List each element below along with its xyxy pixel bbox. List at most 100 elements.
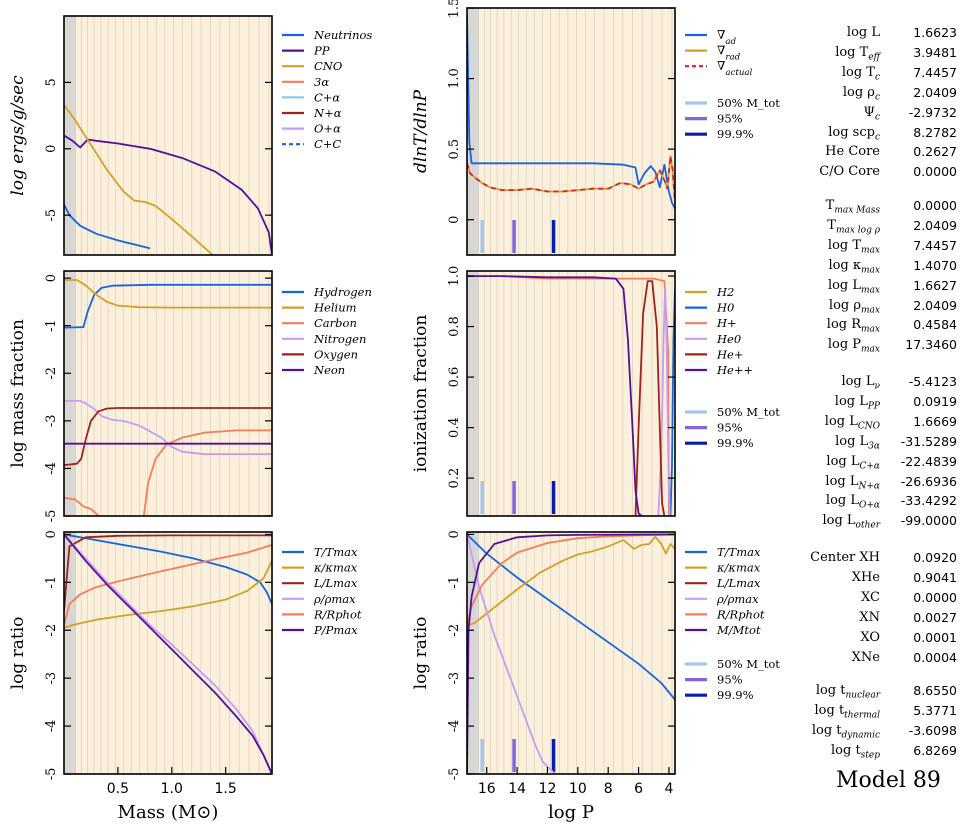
stat-label: Ψc: [863, 104, 880, 123]
mass-marker-label: 99.9%: [717, 127, 754, 141]
stat-row: C/O Core 0.0000: [0, 162, 963, 182]
stat-value: 6.8269: [913, 742, 957, 758]
legend-label: P/Pmax: [313, 623, 358, 637]
y-tick-label: -2: [447, 624, 462, 637]
y-tick-label: -3: [44, 672, 59, 685]
stat-value: 1.6627: [913, 277, 957, 293]
stat-label: log tdynamic: [811, 722, 880, 741]
x-tick-label: 8: [604, 781, 613, 797]
stat-value: -5.4123: [908, 374, 957, 389]
x-tick-label: 14: [508, 781, 526, 797]
y-axis-label: log ergs/g/sec: [8, 75, 28, 196]
legend-label: He++: [716, 363, 753, 377]
x-tick-label: 16: [478, 781, 496, 797]
legend-label: Neon: [313, 363, 345, 377]
stat-value: 0.0920: [913, 550, 957, 565]
series-line-3: [64, 533, 272, 774]
panel-abund: -5 -4 -3 -2 -1 0 log mass fraction Hydrogen Heli…: [8, 270, 372, 523]
legend-label: Neutrinos: [313, 28, 372, 42]
stat-row: Tmax Mass 0.0000: [0, 196, 963, 216]
legend-label: N+α: [313, 106, 342, 120]
legend-label: H2: [716, 285, 734, 299]
legend-label: L/Lmax: [716, 576, 761, 590]
stat-label: log ρmax: [828, 297, 880, 316]
plot-frame: [466, 531, 676, 775]
y-tick-label: 5: [44, 78, 59, 86]
series-line-5: [64, 533, 272, 774]
stat-label: log Lmax: [827, 277, 880, 296]
series-line-4: [64, 407, 272, 466]
stat-label: XO: [860, 629, 880, 645]
stat-row: log LO+α -33.4292: [0, 491, 963, 511]
mass-marker-label: 50% M_tot: [717, 657, 780, 671]
plot-background: [467, 8, 675, 255]
series-group: [467, 15, 675, 209]
y-axis-label: log ratio: [8, 617, 28, 690]
series-line-5: [467, 275, 643, 516]
legend-label: ρ/ρmax: [313, 592, 356, 606]
stat-value: 8.6550: [913, 683, 957, 698]
stat-value: -3.6098: [908, 722, 957, 738]
stat-value: -26.6936: [900, 473, 957, 489]
stat-row: log Lmax 1.6627: [0, 276, 963, 296]
y-tick-label: 1.5: [447, 0, 462, 18]
legend-label: ∇ad: [717, 28, 737, 47]
stat-label: log LC+α: [826, 453, 880, 472]
mass-marker-label: 95%: [717, 112, 743, 126]
stat-label: log Tmax: [827, 237, 880, 256]
y-axis-label: log mass fraction: [8, 319, 28, 468]
stat-row: XO 0.0001: [0, 628, 963, 648]
series-line-1: [64, 560, 272, 629]
plot-frame: [63, 15, 273, 256]
stat-value: 0.0000: [913, 164, 957, 180]
stat-row: log LCNO 1.6669: [0, 412, 963, 432]
stat-label: log tnuclear: [815, 683, 880, 701]
y-tick-label: -1: [44, 576, 59, 589]
model-label: Model 89: [836, 768, 941, 793]
y-tick-label: -5: [44, 510, 59, 523]
series-group: [64, 533, 272, 774]
y-tick-label: -3: [447, 672, 462, 685]
stat-row: log Lν -5.4123: [0, 372, 963, 392]
legend-label: 3α: [314, 75, 329, 89]
stat-row: log Pmax 17.3460: [0, 335, 963, 355]
series-line-1: [64, 134, 272, 255]
stat-label: log Lother: [822, 513, 880, 531]
mass-marker-label: 50% M_tot: [717, 405, 780, 419]
stat-label: log κmax: [828, 257, 880, 276]
stat-value: 7.4457: [913, 64, 957, 80]
series-line-3: [467, 534, 556, 774]
y-tick-label: 1.0: [447, 266, 462, 287]
stat-value: 2.0409: [913, 84, 957, 100]
stat-value: 3.9481: [913, 44, 957, 60]
y-axis-label: ionization fraction: [411, 315, 431, 473]
stat-row: XHe 0.9041: [0, 568, 963, 588]
stat-value: -33.4292: [900, 493, 957, 509]
y-axis-label: log ratio: [411, 617, 431, 690]
stat-label: log Rmax: [826, 317, 880, 335]
stat-value: 0.4584: [913, 317, 957, 333]
y-tick-label: -5: [44, 209, 59, 222]
panel-grad: 0 0.5 1.0 1.5 dlnT/dlnP ∇ad∇rad∇actual 50% M_t…: [411, 0, 780, 256]
legend-label: Carbon: [314, 316, 357, 330]
series-line-2: [64, 429, 272, 516]
stat-value: 1.4070: [913, 257, 957, 273]
stat-label: log tthermal: [814, 702, 881, 721]
legend-label: T/Tmax: [717, 545, 761, 559]
x-tick-label: 0.5: [107, 781, 129, 797]
legend-label: κ/κmax: [716, 561, 761, 575]
stat-label: log Pmax: [827, 337, 880, 355]
x-tick-label: 1.5: [215, 781, 237, 797]
stat-value: -2.9732: [908, 104, 957, 120]
y-tick-label: 0.6: [447, 367, 462, 388]
stat-row: log ρmax 2.0409: [0, 296, 963, 316]
plot-frame: [466, 270, 676, 517]
legend-label: M/Mtot: [716, 623, 761, 637]
stat-row: XC 0.0000: [0, 588, 963, 608]
x-tick-label: 10: [569, 781, 587, 797]
stat-row: log tnuclear 8.6550: [0, 681, 963, 701]
series-line-0: [467, 15, 675, 209]
